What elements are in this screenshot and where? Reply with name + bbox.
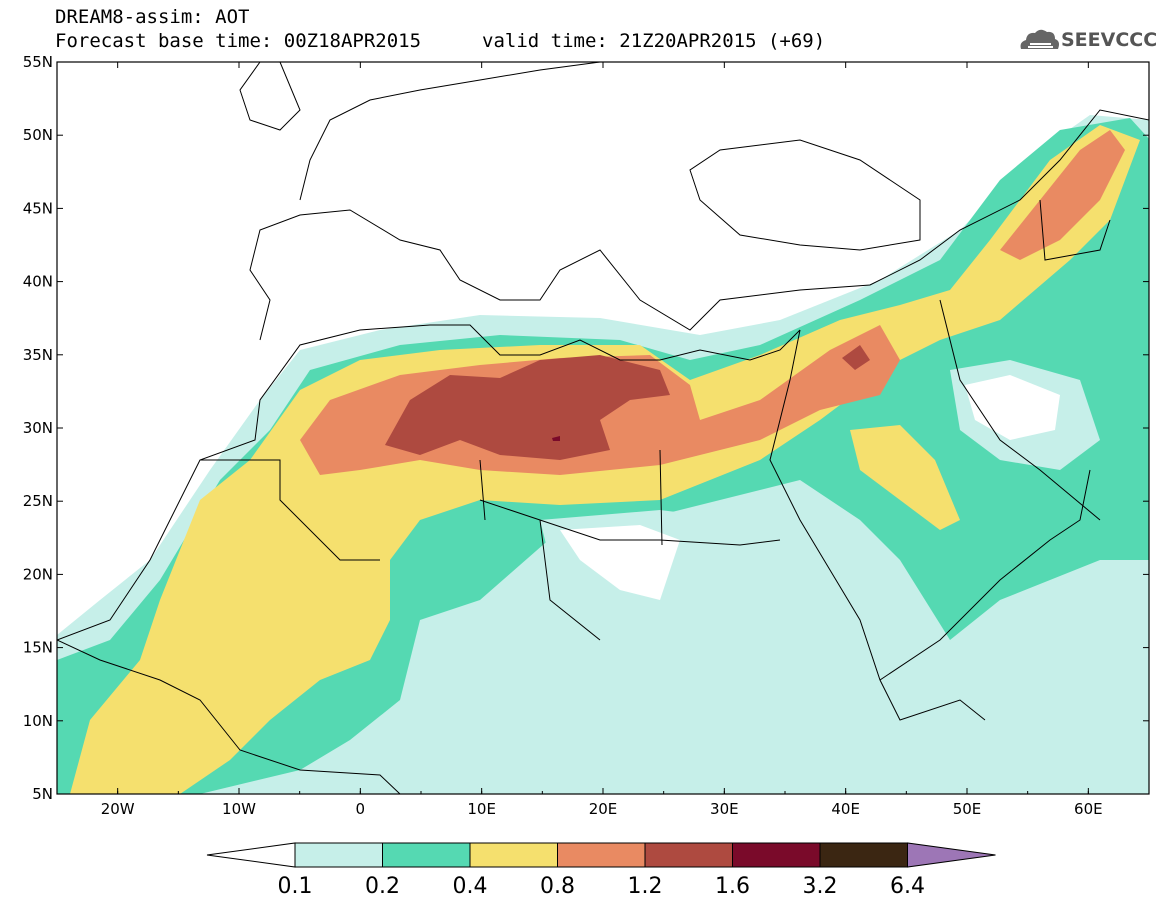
x-tick-label: 0 <box>356 800 366 818</box>
chart-title: DREAM8-assim: AOT <box>55 6 250 28</box>
colorbar-label: 6.4 <box>890 874 925 899</box>
y-tick-label: 10N <box>23 712 53 730</box>
x-tick-label: 10E <box>467 800 496 818</box>
logo-text: SEEVCCC <box>1061 29 1158 51</box>
colorbar-label: 0.1 <box>278 874 313 899</box>
colorbar-segment <box>732 842 821 868</box>
colorbar-label: 0.2 <box>365 874 400 899</box>
y-tick-label: 5N <box>32 785 53 803</box>
colorbar-label: 0.4 <box>453 874 488 899</box>
colorbar-min-arrow <box>206 842 296 868</box>
y-tick-label: 30N <box>23 419 53 437</box>
y-axis: 5N 10N 15N 20N 25N 30N 35N 40N 45N 50N 55N <box>23 53 1149 803</box>
colorbar-segment <box>382 842 471 868</box>
colorbar-max-arrow <box>907 842 996 868</box>
x-tick-label: 40E <box>831 800 860 818</box>
colorbar-segment <box>294 842 383 868</box>
x-tick-label: 50E <box>953 800 982 818</box>
colorbar-label: 3.2 <box>803 874 838 899</box>
x-tick-label: 20E <box>589 800 618 818</box>
x-tick-label: 60E <box>1074 800 1103 818</box>
y-tick-label: 20N <box>23 565 53 583</box>
y-tick-label: 45N <box>23 199 53 217</box>
y-tick-label: 55N <box>23 53 53 71</box>
aot-field <box>57 62 1149 794</box>
y-tick-label: 25N <box>23 492 53 510</box>
colorbar: 0.1 0.2 0.4 0.8 1.2 1.6 3.2 6.4 <box>206 842 996 899</box>
forecast-base-time: Forecast base time: 00Z18APR2015 <box>55 30 422 52</box>
x-axis: 20W 10W 0 10E 20E 30E 40E 50E 60E <box>56 62 1150 818</box>
valid-time: valid time: 21Z20APR2015 (+69) <box>482 30 826 52</box>
colorbar-label: 1.6 <box>715 874 750 899</box>
y-tick-label: 15N <box>23 639 53 657</box>
x-tick-label: 20W <box>101 800 135 818</box>
colorbar-segment <box>557 842 646 868</box>
colorbar-label: 0.8 <box>540 874 575 899</box>
coastlines <box>57 62 1149 794</box>
cloud-icon <box>1020 29 1059 49</box>
colorbar-segment <box>469 842 558 868</box>
colorbar-segment <box>819 842 908 868</box>
colorbar-segment <box>644 842 733 868</box>
x-tick-label: 10W <box>222 800 256 818</box>
x-tick-label: 30E <box>710 800 739 818</box>
colorbar-label: 1.2 <box>628 874 663 899</box>
y-tick-label: 40N <box>23 273 53 291</box>
y-tick-label: 35N <box>23 346 53 364</box>
y-tick-label: 50N <box>23 126 53 144</box>
